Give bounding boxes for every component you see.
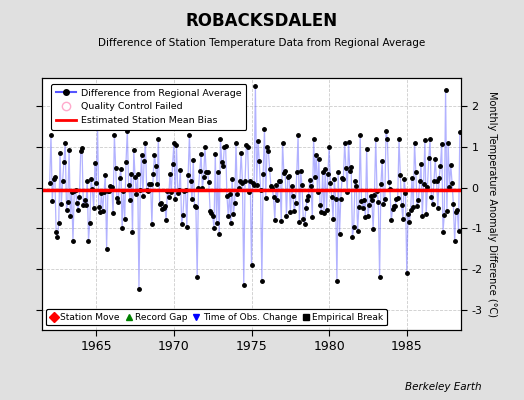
Text: Difference of Station Temperature Data from Regional Average: Difference of Station Temperature Data f… bbox=[99, 38, 425, 48]
Y-axis label: Monthly Temperature Anomaly Difference (°C): Monthly Temperature Anomaly Difference (… bbox=[487, 91, 497, 317]
Legend: Station Move, Record Gap, Time of Obs. Change, Empirical Break: Station Move, Record Gap, Time of Obs. C… bbox=[47, 309, 387, 326]
Text: ROBACKSDALEN: ROBACKSDALEN bbox=[186, 12, 338, 30]
Text: Berkeley Earth: Berkeley Earth bbox=[406, 382, 482, 392]
